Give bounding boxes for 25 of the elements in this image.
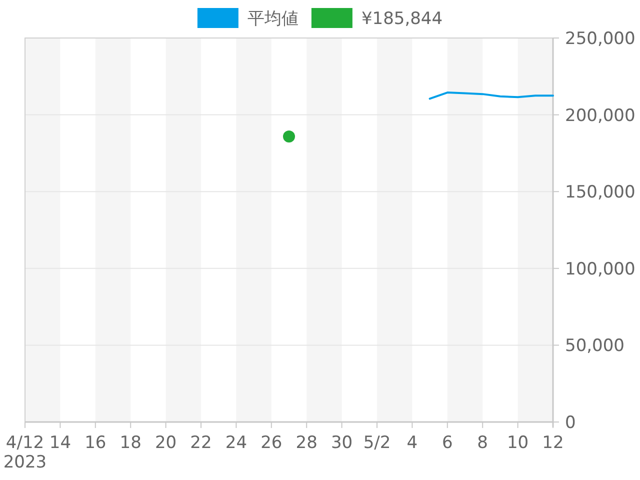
y-tick-label: 0 [565, 413, 576, 433]
x-tick-label: 12 [542, 433, 564, 453]
line-series [428, 92, 554, 100]
x-tick-label: 28 [296, 433, 318, 453]
x-tick-label: 16 [84, 433, 106, 453]
x-tick-label: 18 [120, 433, 142, 453]
legend-label: 平均値 [247, 9, 298, 29]
y-tick-label: 50,000 [565, 336, 624, 356]
x-tick-label: 22 [190, 433, 212, 453]
x-tick-label: 30 [330, 433, 353, 453]
x-tick-label: 10 [506, 433, 529, 453]
x-tick-label: 4/12 2023 [3, 433, 47, 473]
y-tick-label: 200,000 [565, 106, 636, 126]
legend-label: ¥185,844 [361, 9, 443, 29]
x-tick-label: 5/2 [363, 433, 391, 453]
x-tick-label: 26 [260, 433, 282, 453]
x-tick-label: 4 [406, 433, 418, 453]
y-tick-label: 100,000 [565, 259, 636, 280]
x-tick-label: 14 [49, 433, 72, 453]
x-tick-label: 6 [442, 433, 453, 453]
x-tick-label: 8 [477, 433, 488, 453]
x-tick-label: 24 [225, 433, 248, 453]
y-tick-label: 250,000 [565, 29, 636, 49]
y-tick-label: 150,000 [565, 182, 636, 203]
x-tick-label: 20 [154, 433, 177, 453]
